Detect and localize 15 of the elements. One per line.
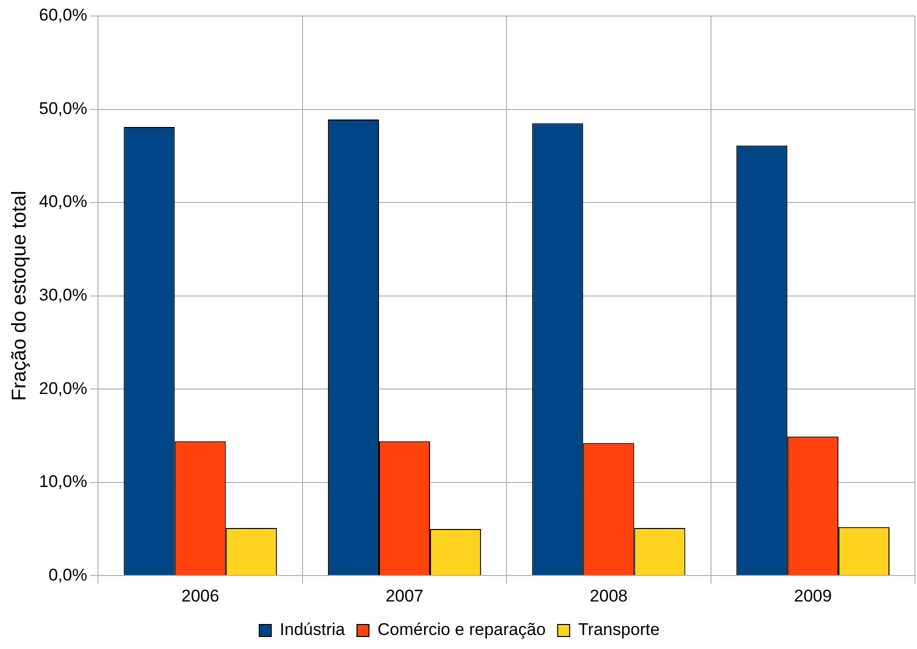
- x-tick-label: 2006: [181, 586, 220, 606]
- legend-label: Comércio e reparação: [377, 620, 546, 640]
- legend-label: Transporte: [578, 620, 660, 640]
- y-tick-label: 50,0%: [39, 98, 88, 118]
- legend-label: Indústria: [280, 620, 346, 640]
- x-tick-label: 2007: [386, 586, 424, 606]
- y-tick-label: 60,0%: [39, 6, 88, 25]
- y-tick-label: 30,0%: [39, 285, 88, 304]
- y-tick-label: 0,0%: [48, 565, 88, 584]
- y-tick-label: 40,0%: [39, 192, 88, 212]
- x-tick-label: 2009: [794, 586, 832, 606]
- x-tick-label: 2008: [590, 586, 628, 606]
- y-tick-label: 10,0%: [39, 472, 88, 492]
- y-axis-title: Fração do estoque total: [8, 190, 31, 401]
- y-tick-label: 20,0%: [39, 378, 88, 398]
